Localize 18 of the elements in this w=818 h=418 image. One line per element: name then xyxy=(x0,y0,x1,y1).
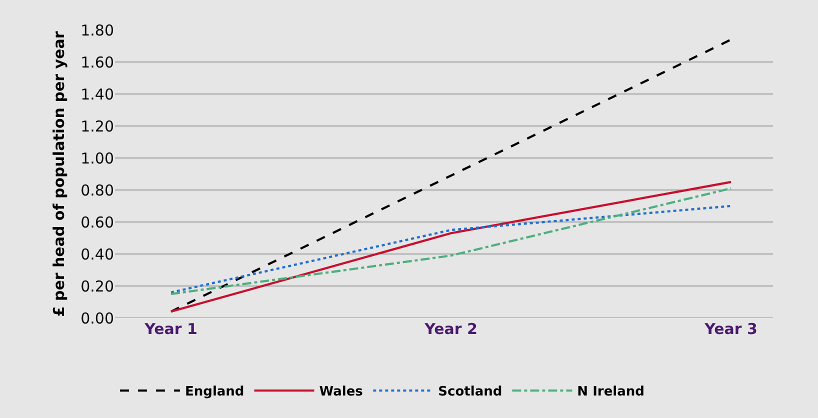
y-tick-label: 0.80 xyxy=(80,181,114,200)
legend-label: Scotland xyxy=(438,384,502,400)
y-tick-label: 0.40 xyxy=(80,245,114,264)
x-tick-label: Year 1 xyxy=(144,320,198,338)
y-tick-label: 1.40 xyxy=(80,85,114,104)
x-tick-label: Year 3 xyxy=(704,320,758,338)
y-tick-label: 0.60 xyxy=(80,213,114,232)
y-tick-label: 0.20 xyxy=(80,277,114,296)
y-tick-label: 1.80 xyxy=(80,21,114,40)
y-tick-label: 1.20 xyxy=(80,117,114,136)
y-axis-title: £ per head of population per year xyxy=(50,30,68,317)
legend-label: England xyxy=(185,384,244,400)
legend-label: Wales xyxy=(319,384,364,400)
legend-label: N Ireland xyxy=(577,384,644,400)
y-tick-label: 1.00 xyxy=(80,149,114,168)
x-tick-label: Year 2 xyxy=(424,320,478,338)
y-tick-label: 1.60 xyxy=(80,53,114,72)
y-tick-label: 0.00 xyxy=(80,309,114,328)
